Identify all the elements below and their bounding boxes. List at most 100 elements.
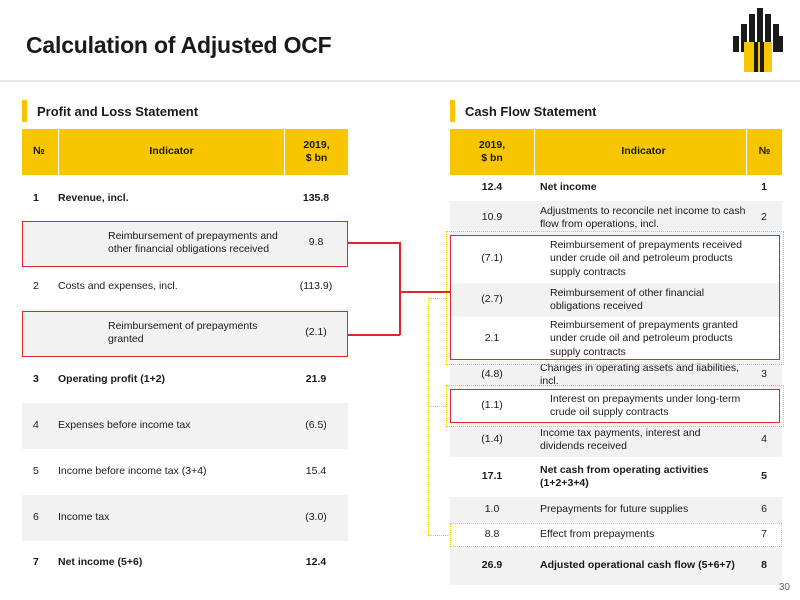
cf-dotted-box-2 bbox=[446, 385, 784, 427]
cf-section-header: Cash Flow Statement bbox=[450, 99, 596, 123]
row-indicator: Adjusted operational cash flow (5+6+7) bbox=[540, 559, 735, 572]
pl-section-header: Profit and Loss Statement bbox=[22, 99, 198, 123]
row-value: (1.1) bbox=[481, 399, 503, 412]
row-indicator: Revenue, incl. bbox=[58, 192, 129, 205]
row-indicator: Net income bbox=[540, 181, 597, 194]
pl-highlight-box-2 bbox=[22, 311, 348, 357]
row-value: (1.4) bbox=[481, 433, 503, 446]
row-num: 6 bbox=[761, 503, 767, 516]
row-value: 2.1 bbox=[484, 332, 500, 345]
cf-highlight-box-2 bbox=[450, 389, 780, 423]
pl-section-title: Profit and Loss Statement bbox=[37, 103, 199, 119]
row-indicator: Reimbursement of other financial obligat… bbox=[550, 286, 705, 312]
dotted-connector bbox=[428, 298, 429, 535]
row-value: (6.5) bbox=[305, 419, 327, 432]
row-indicator: Reimbursement of prepayments granted und… bbox=[550, 319, 738, 358]
row-value: (2.7) bbox=[481, 293, 503, 306]
row-num: 7 bbox=[761, 528, 767, 541]
section-marker bbox=[22, 100, 27, 122]
cf-dotted-box-1 bbox=[446, 231, 784, 365]
cf-highlight-box-1 bbox=[450, 235, 780, 360]
row-indicator: Prepayments for future supplies bbox=[540, 503, 689, 516]
row-indicator: Costs and expenses, incl. bbox=[58, 280, 178, 293]
header-indicator: Indicator bbox=[534, 129, 746, 175]
cf-table: 2019, $ bn Indicator № 12.4 Net income 1… bbox=[450, 129, 782, 585]
row-indicator: Adjustments to reconcile net income to c… bbox=[540, 204, 746, 230]
row-num: 4 bbox=[33, 419, 39, 432]
row-num: 1 bbox=[33, 192, 39, 205]
row-num: 2 bbox=[761, 211, 767, 224]
table-row: (1.4) Income tax payments, interest and … bbox=[450, 423, 782, 457]
table-row: Reimbursement of prepayments granted (2.… bbox=[22, 309, 348, 357]
row-value: 1.0 bbox=[484, 503, 500, 516]
row-num: 8 bbox=[761, 559, 767, 572]
row-value: 21.9 bbox=[305, 373, 327, 386]
table-header: № Indicator 2019, $ bn bbox=[22, 129, 348, 175]
row-num: 5 bbox=[33, 465, 39, 478]
row-value: (4.8) bbox=[481, 368, 503, 381]
table-row: 8.8 Effect from prepayments 7 bbox=[450, 523, 782, 547]
table-row: 17.1 Net cash from operating activities … bbox=[450, 457, 782, 497]
row-value: 10.9 bbox=[481, 211, 503, 224]
table-row: 5 Income before income tax (3+4) 15.4 bbox=[22, 449, 348, 495]
row-num: 3 bbox=[33, 373, 39, 386]
row-value: 12.4 bbox=[481, 181, 503, 194]
row-num: 4 bbox=[761, 433, 767, 446]
table-row: (7.1) Reimbursement of prepayments recei… bbox=[450, 235, 782, 283]
cf-section-title: Cash Flow Statement bbox=[465, 103, 597, 119]
row-num: 3 bbox=[761, 368, 767, 381]
table-row: 12.4 Net income 1 bbox=[450, 175, 782, 201]
dotted-connector bbox=[428, 406, 446, 407]
row-indicator: Income before income tax (3+4) bbox=[58, 465, 207, 478]
row-value: 135.8 bbox=[302, 192, 330, 205]
dotted-connector bbox=[428, 535, 450, 536]
connector-line bbox=[348, 334, 400, 336]
table-row: 10.9 Adjustments to reconcile net income… bbox=[450, 201, 782, 235]
section-marker bbox=[450, 100, 455, 122]
title-divider bbox=[0, 80, 800, 82]
row-indicator: Expenses before income tax bbox=[58, 419, 191, 432]
connector-line bbox=[348, 242, 400, 244]
connector-line bbox=[400, 291, 450, 293]
table-row: 26.9 Adjusted operational cash flow (5+6… bbox=[450, 547, 782, 585]
row-indicator: Net cash from operating activities (1+2+… bbox=[540, 463, 709, 489]
row-indicator: Interest on prepayments under long-term … bbox=[550, 392, 741, 418]
row-value: (2.1) bbox=[305, 326, 327, 339]
table-row: Reimbursement of prepayments and other f… bbox=[22, 221, 348, 265]
pl-table: № Indicator 2019, $ bn 1 Revenue, incl. … bbox=[22, 129, 348, 584]
header-indicator: Indicator bbox=[58, 129, 284, 175]
cf-dotted-box-3 bbox=[450, 523, 782, 547]
row-num: 2 bbox=[33, 280, 39, 293]
pl-highlight-box-1 bbox=[22, 221, 348, 267]
row-value: 9.8 bbox=[308, 236, 324, 249]
table-row: 7 Net income (5+6) 12.4 bbox=[22, 541, 348, 585]
row-value: 12.4 bbox=[305, 556, 327, 569]
row-indicator: Reimbursement of prepayments granted bbox=[108, 319, 258, 345]
page-title: Calculation of Adjusted OCF bbox=[26, 32, 332, 58]
company-logo-icon bbox=[730, 6, 786, 72]
row-indicator: Reimbursement of prepayments received un… bbox=[550, 239, 743, 278]
header-value: 2019, $ bn bbox=[284, 129, 348, 175]
table-row: 6 Income tax (3.0) bbox=[22, 495, 348, 541]
row-value: 26.9 bbox=[481, 559, 503, 572]
row-num: 7 bbox=[33, 556, 39, 569]
row-indicator: Income tax bbox=[58, 511, 110, 524]
row-value: (7.1) bbox=[481, 252, 503, 265]
connector-line bbox=[399, 242, 401, 335]
table-row: (2.7) Reimbursement of other financial o… bbox=[450, 283, 782, 317]
row-indicator: Income tax payments, interest and divide… bbox=[540, 426, 701, 452]
table-header: 2019, $ bn Indicator № bbox=[450, 129, 782, 175]
page-number: 30 bbox=[778, 582, 790, 593]
row-num: 1 bbox=[761, 181, 767, 194]
header-value: 2019, $ bn bbox=[478, 138, 506, 164]
row-num: 6 bbox=[33, 511, 39, 524]
table-row: 4 Expenses before income tax (6.5) bbox=[22, 403, 348, 449]
row-num: 5 bbox=[761, 470, 767, 483]
row-value: (113.9) bbox=[299, 280, 333, 293]
table-row: 1 Revenue, incl. 135.8 bbox=[22, 177, 348, 221]
row-value: 15.4 bbox=[305, 465, 327, 478]
table-row: 2 Costs and expenses, incl. (113.9) bbox=[22, 265, 348, 309]
row-value: 17.1 bbox=[481, 470, 503, 483]
table-row: (1.1) Interest on prepayments under long… bbox=[450, 389, 782, 423]
row-indicator: Operating profit (1+2) bbox=[58, 373, 166, 386]
